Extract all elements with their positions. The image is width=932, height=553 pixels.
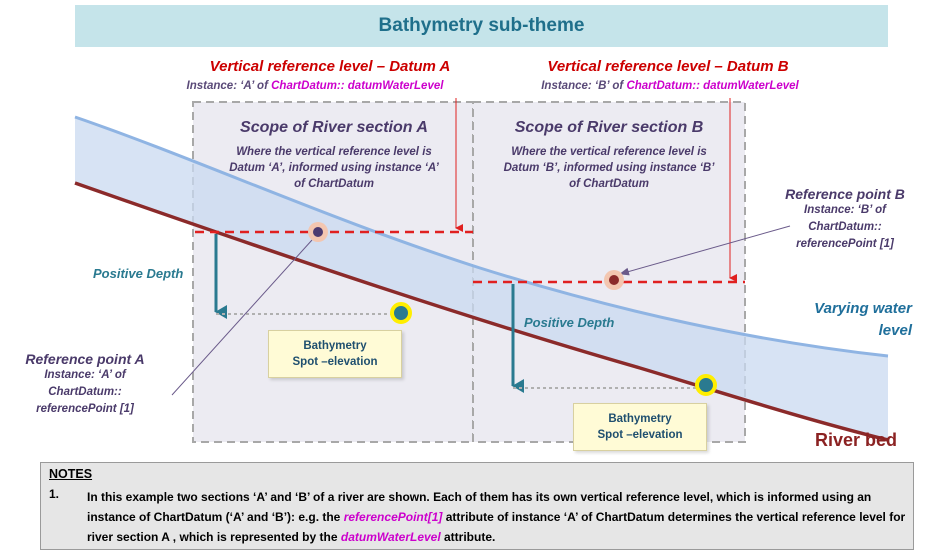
datum-b-instance: Instance: ‘B’ of ChartDatum:: datumWater…	[485, 80, 855, 92]
ref-point-a-class: ChartDatum::	[48, 386, 122, 398]
spot-label-line: Spot –elevation	[292, 356, 378, 368]
water-level-line	[74, 115, 889, 358]
water-label-line: level	[878, 322, 912, 339]
ref-point-a-title: Reference point A	[25, 351, 145, 367]
scope-b-description: Where the vertical reference level is Da…	[473, 144, 745, 192]
datum-b-instance-prefix: Instance: ‘B’ of	[541, 80, 627, 92]
ref-point-b-line: Instance: ‘B’ of	[804, 204, 886, 216]
spot-label-line: Spot –elevation	[597, 429, 683, 441]
datum-b-title: Vertical reference level – Datum B	[547, 58, 789, 75]
spot-elevation-label-a: Bathymetry Spot –elevation	[268, 330, 402, 378]
notes-title: NOTES	[49, 467, 93, 481]
ref-point-b-attr: referencePoint [1]	[796, 238, 894, 250]
notes-datum-attr: datumWaterLevel	[340, 530, 441, 544]
spot-elevation-label-b: Bathymetry Spot –elevation	[573, 403, 707, 451]
datum-a-instance: Instance: ‘A’ of ChartDatum:: datumWater…	[130, 80, 500, 92]
spot-point-a	[390, 302, 412, 324]
spot-point-b	[695, 374, 717, 396]
ref-point-b-title: Reference point B	[785, 186, 905, 202]
notes-panel: NOTES 1. In this example two sections ‘A…	[40, 462, 914, 550]
water-label-line: Varying water	[814, 300, 912, 317]
ref-point-b-class: ChartDatum::	[808, 221, 882, 233]
notes-ref-attr: referencePoint[1]	[343, 510, 443, 524]
scope-a-line: of ChartDatum	[294, 178, 374, 190]
datum-a-instance-ref: ChartDatum:: datumWaterLevel	[271, 80, 444, 92]
scope-b-title: Scope of River section B	[514, 119, 704, 136]
ref-point-b-leader	[619, 225, 791, 276]
ref-point-a-label: Reference point A Instance: ‘A’ of Chart…	[5, 351, 165, 418]
notes-text: In this example two sections ‘A’ and ‘B’…	[87, 487, 907, 547]
spot-label-line: Bathymetry	[608, 413, 672, 425]
ref-point-a-attr: referencePoint [1]	[36, 403, 134, 415]
positive-depth-label-b: Positive Depth	[524, 315, 615, 330]
spot-label-line: Bathymetry	[303, 340, 367, 352]
river-bed-label: River bed	[815, 430, 898, 450]
water-level-label: Varying water level	[760, 298, 912, 342]
notes-text-part: attribute.	[440, 530, 496, 544]
ref-point-a-leader	[171, 239, 313, 396]
scope-b-line: of ChartDatum	[569, 178, 649, 190]
ref-point-a-line: Instance: ‘A’ of	[44, 369, 126, 381]
datum-a-title: Vertical reference level – Datum A	[209, 58, 451, 75]
datum-b-instance-ref: ChartDatum:: datumWaterLevel	[626, 80, 799, 92]
scope-b-line: Where the vertical reference level is	[511, 146, 707, 158]
datum-a-instance-prefix: Instance: ‘A’ of	[186, 80, 272, 92]
river-bed-line	[74, 181, 889, 442]
diagram-title: Bathymetry sub-theme	[75, 5, 888, 47]
notes-number: 1.	[49, 487, 60, 501]
ref-point-b-label: Reference point B Instance: ‘B’ of Chart…	[765, 186, 925, 253]
notes-text-part: attribute of instance ‘A’ of ChartDatum …	[87, 510, 906, 544]
scope-a-title: Scope of River section A	[240, 119, 428, 136]
water-body	[75, 117, 888, 440]
scope-a-line: Where the vertical reference level is	[236, 146, 432, 158]
scope-a-line: Datum ‘A’, informed using instance ‘A’	[229, 162, 439, 174]
notes-text-part: In this example two sections ‘A’ and ‘B’…	[87, 490, 872, 524]
scope-a-description: Where the vertical reference level is Da…	[195, 144, 473, 192]
scope-b-line: Datum ‘B’, informed using instance ‘B’	[503, 162, 715, 174]
positive-depth-label-a: Positive Depth	[93, 266, 184, 281]
